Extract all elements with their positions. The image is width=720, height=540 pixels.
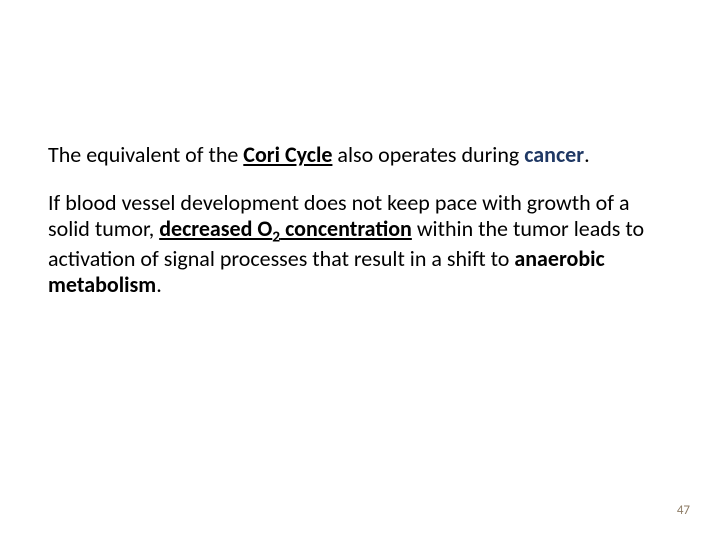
p1-text-1: The equivalent of the	[48, 141, 243, 168]
cori-cycle-term: Cori Cycle	[243, 141, 332, 168]
paragraph-2: If blood vessel development does not kee…	[48, 190, 668, 298]
p1-text-3: .	[584, 141, 590, 168]
o2-subscript: 2	[272, 227, 280, 246]
p2-text-3: .	[156, 271, 162, 298]
o2-a: decreased O	[159, 215, 272, 242]
page-number: 47	[677, 503, 690, 518]
o2-term: decreased O2 concentration	[159, 215, 412, 242]
slide-body: The equivalent of the Cori Cycle also op…	[0, 0, 720, 540]
cancer-term: cancer	[524, 141, 584, 168]
o2-b: concentration	[280, 215, 412, 242]
paragraph-1: The equivalent of the Cori Cycle also op…	[48, 142, 668, 168]
p1-text-2: also operates during	[332, 141, 524, 168]
